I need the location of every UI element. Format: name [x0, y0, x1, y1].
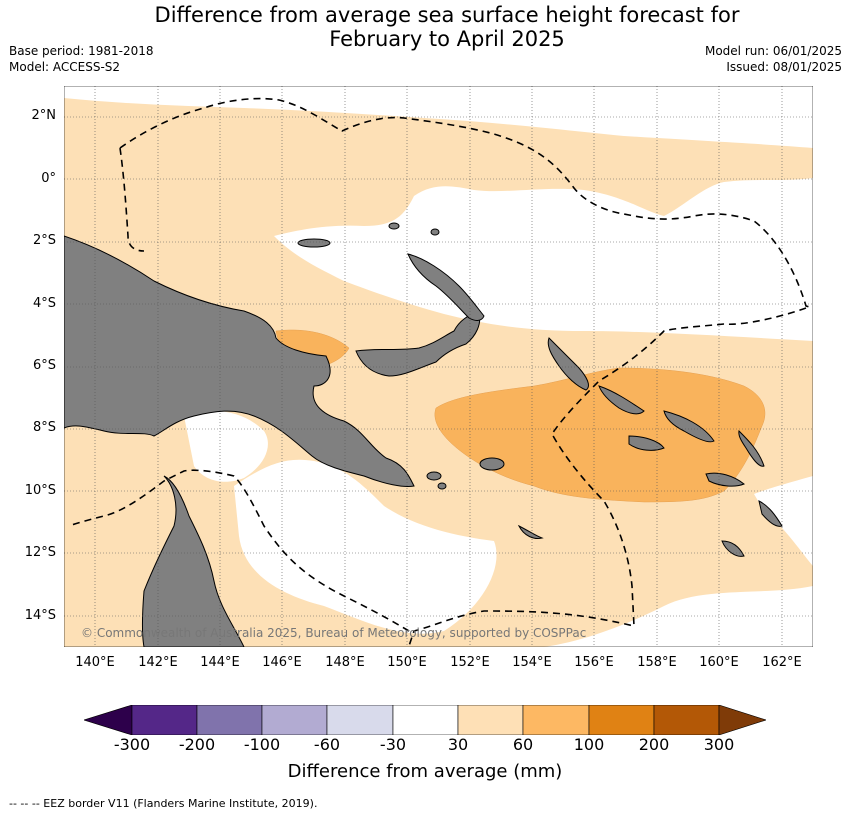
land-new-guinea	[64, 235, 415, 487]
land-bougainville	[547, 337, 589, 391]
colorbar-tick-label: 300	[703, 735, 735, 754]
issued-text: Issued: 08/01/2025	[726, 60, 842, 74]
lon-label: 148°E	[325, 655, 365, 670]
colorbar-segment	[196, 705, 263, 735]
neutral-region-coral-sea	[234, 459, 497, 634]
colorbar-segment	[653, 705, 720, 735]
land-new-ireland	[407, 253, 485, 321]
lat-label: 0°	[41, 171, 56, 186]
lat-label: 8°S	[32, 420, 56, 435]
lat-label: 2°N	[31, 108, 57, 123]
colorbar-segment	[131, 705, 198, 735]
land-malaita	[738, 429, 765, 467]
colorbar-tick-label: 30	[447, 735, 469, 754]
colorbar-tick-label: -300	[113, 735, 151, 754]
land-guadalcanal	[628, 435, 665, 451]
map-panel	[63, 85, 814, 648]
colorbar-segment	[261, 705, 328, 735]
copyright-text: © Commonwealth of Australia 2025, Bureau…	[81, 626, 587, 640]
lon-label: 160°E	[699, 655, 739, 670]
lat-label: 14°S	[24, 608, 56, 623]
lon-label: 156°E	[574, 655, 614, 670]
colorbar-tick-label: -30	[379, 735, 407, 754]
lat-label: 12°S	[24, 545, 56, 560]
land-small-island	[437, 482, 447, 490]
land-small-island	[388, 222, 400, 230]
land-new-britain	[355, 311, 481, 377]
lon-label: 146°E	[262, 655, 302, 670]
title-line-2: February to April 2025	[329, 27, 565, 51]
colorbar-segment	[326, 705, 394, 735]
lon-label: 144°E	[200, 655, 240, 670]
map-svg	[63, 85, 814, 648]
lat-label: 10°S	[24, 483, 56, 498]
colorbar-segment	[392, 705, 459, 735]
eez-footnote: -- -- -- EEZ border V11 (Flanders Marine…	[9, 797, 318, 810]
lon-label: 152°E	[450, 655, 490, 670]
lon-label: 162°E	[762, 655, 802, 670]
land-vanuatu	[758, 500, 783, 527]
land-choiseul	[598, 385, 645, 415]
colorbar-tick-label: -60	[313, 735, 341, 754]
colorbar-arrow-low	[84, 705, 133, 735]
model-run-text: Model run: 06/01/2025	[704, 44, 842, 58]
neutral-region-west	[184, 411, 268, 482]
lon-label: 158°E	[637, 655, 677, 670]
neutral-region-southeast	[754, 486, 813, 566]
lon-label: 154°E	[512, 655, 552, 670]
land-small-island	[721, 540, 745, 557]
chart-title: Difference from average sea surface heig…	[0, 3, 850, 51]
land-makira	[705, 472, 745, 487]
colorbar-title: Difference from average (mm)	[287, 761, 563, 782]
colorbar-tick-label: -200	[178, 735, 216, 754]
lat-label: 2°S	[32, 233, 56, 248]
land-small-island	[430, 228, 440, 236]
lon-label: 142°E	[138, 655, 178, 670]
colorbar-tick-label: 60	[512, 735, 534, 754]
lat-label: 6°S	[32, 358, 56, 373]
land-santa-isabel	[663, 410, 715, 443]
title-line-1: Difference from average sea surface heig…	[154, 3, 740, 27]
colorbar-segment	[457, 705, 524, 735]
colorbar-tick-label: 100	[573, 735, 605, 754]
lon-label: 150°E	[387, 655, 427, 670]
land-manus	[297, 238, 331, 248]
base-period-text: Base period: 1981-2018	[9, 44, 154, 58]
lon-label: 140°E	[75, 655, 115, 670]
colorbar-segment	[588, 705, 655, 735]
run-info: Model run: 06/01/2025 Issued: 08/01/2025	[705, 43, 842, 75]
lat-label: 4°S	[32, 296, 56, 311]
colorbar-segment	[522, 705, 590, 735]
colorbar-tick-label: -100	[243, 735, 281, 754]
land-small-island	[426, 471, 442, 481]
land-cape-york	[142, 475, 245, 647]
land-dentrecasteaux	[479, 457, 505, 471]
colorbar-tick-label: 200	[638, 735, 670, 754]
land-rossel	[517, 524, 544, 539]
colorbar-arrow-high	[718, 705, 766, 735]
model-text: Model: ACCESS-S2	[9, 60, 121, 74]
base-info: Base period: 1981-2018 Model: ACCESS-S2	[9, 43, 154, 75]
colorbar	[84, 705, 766, 735]
graticule	[64, 86, 813, 647]
